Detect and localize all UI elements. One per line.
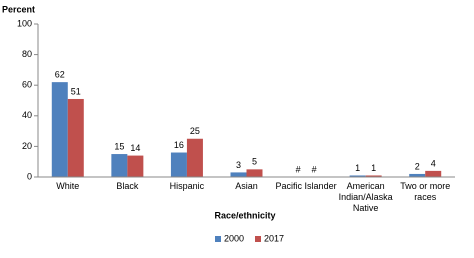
x-tick-label: Pacific Islander [275,181,337,191]
y-tick-label: 40 [22,110,32,120]
data-label: 1 [355,163,360,173]
data-label: 15 [114,141,124,151]
data-label: 4 [431,158,436,168]
x-tick-label: American Indian/Alaska Native [338,181,393,213]
y-axis-title: Percent [2,4,35,14]
data-label: 62 [55,70,65,80]
data-label: # [312,164,317,174]
x-tick-label: White [56,181,80,191]
bar [51,82,68,177]
legend-swatch [215,236,221,242]
y-tick-label: 0 [27,171,32,181]
data-label: 2 [415,161,420,171]
x-tick-label: Hispanic [169,181,205,191]
bar [111,154,128,177]
data-label: 14 [130,143,140,153]
data-label: 5 [252,157,257,167]
bar [127,155,144,177]
bar [246,169,263,177]
data-label: 3 [236,160,241,170]
data-label: 1 [371,163,376,173]
data-label: # [296,164,301,174]
data-label: 16 [174,140,184,150]
x-tick-label: Black [116,181,139,191]
bar [409,173,426,177]
legend-label: 2000 [224,233,244,243]
bar [67,98,84,177]
y-tick-label: 60 [22,80,32,90]
bar [186,138,203,177]
data-label: 51 [71,86,81,96]
x-tick-label: Asian [235,181,258,191]
bar [349,175,366,177]
y-tick-label: 100 [17,18,32,28]
y-tick-label: 20 [22,141,32,151]
legend-swatch [255,236,261,242]
data-label: 25 [190,126,200,136]
bar [365,175,382,177]
bar [425,170,442,177]
bar [230,172,247,177]
bar [170,152,187,177]
legend-label: 2017 [264,233,284,243]
x-axis-title: Race/ethnicity [214,210,275,220]
x-tick-label: Two or more races [400,181,451,202]
y-tick-label: 80 [22,49,32,59]
